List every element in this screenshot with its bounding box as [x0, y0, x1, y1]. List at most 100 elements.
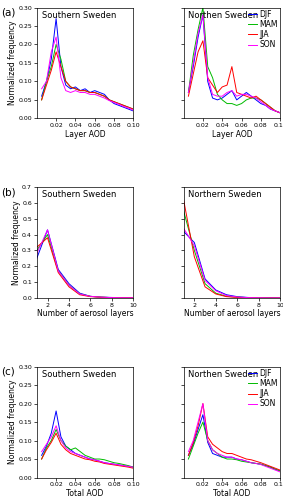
JJA — [220, 448, 224, 454]
Line: SON: SON — [188, 15, 280, 113]
JJA — [117, 100, 121, 106]
Legend: DJF, MAM, JJA, SON: DJF, MAM, JJA, SON — [247, 9, 279, 50]
MAM — [103, 457, 106, 463]
SON — [245, 92, 248, 98]
Line: DJF: DJF — [42, 18, 133, 111]
DJF — [225, 292, 228, 298]
SON — [246, 294, 250, 300]
JJA — [196, 49, 200, 55]
MAM — [274, 466, 277, 472]
JJA — [214, 291, 217, 297]
Y-axis label: Normalized frequency: Normalized frequency — [8, 380, 17, 464]
JJA — [54, 49, 58, 55]
SON — [79, 90, 82, 96]
JJA — [78, 292, 82, 298]
MAM — [67, 282, 71, 288]
DJF — [98, 90, 101, 96]
JJA — [74, 86, 77, 92]
DJF — [74, 450, 77, 456]
JJA — [83, 88, 87, 94]
DJF — [193, 240, 196, 246]
JJA — [192, 440, 195, 446]
MAM — [79, 448, 82, 454]
DJF — [46, 227, 49, 233]
JJA — [132, 106, 135, 112]
DJF — [274, 108, 277, 114]
MAM — [250, 95, 253, 101]
MAM — [193, 248, 196, 254]
JJA — [254, 458, 258, 464]
JJA — [122, 102, 125, 108]
Text: Southern Sweden: Southern Sweden — [42, 370, 116, 379]
SON — [121, 295, 124, 301]
MAM — [257, 295, 260, 301]
Line: SON: SON — [37, 230, 133, 298]
SON — [264, 102, 267, 108]
JJA — [69, 84, 72, 90]
X-axis label: Total AOD: Total AOD — [213, 488, 250, 498]
SON — [254, 460, 258, 466]
JJA — [59, 441, 63, 447]
JJA — [40, 97, 43, 103]
SON — [74, 88, 77, 94]
DJF — [59, 64, 63, 70]
MAM — [201, 419, 205, 425]
Line: MAM: MAM — [37, 234, 133, 298]
JJA — [206, 434, 209, 440]
SON — [192, 438, 195, 444]
JJA — [240, 92, 243, 98]
JJA — [269, 104, 272, 110]
DJF — [182, 228, 185, 234]
JJA — [112, 462, 116, 468]
JJA — [79, 454, 82, 460]
MAM — [69, 447, 72, 453]
JJA — [93, 90, 97, 96]
DJF — [206, 440, 209, 446]
Line: DJF: DJF — [188, 414, 280, 471]
SON — [225, 454, 229, 460]
MAM — [57, 268, 60, 274]
DJF — [54, 408, 58, 414]
JJA — [46, 234, 49, 240]
MAM — [220, 97, 224, 103]
SON — [193, 242, 196, 248]
JJA — [235, 90, 238, 96]
JJA — [127, 464, 130, 470]
Text: Northen Sweden: Northen Sweden — [188, 11, 259, 20]
MAM — [35, 248, 38, 254]
DJF — [122, 104, 125, 110]
SON — [240, 457, 243, 463]
MAM — [182, 208, 185, 214]
JJA — [35, 244, 38, 250]
DJF — [201, 12, 205, 18]
SON — [40, 86, 43, 92]
JJA — [201, 38, 205, 44]
SON — [264, 464, 267, 469]
MAM — [240, 458, 243, 464]
SON — [220, 452, 224, 458]
DJF — [83, 86, 87, 92]
DJF — [79, 452, 82, 458]
DJF — [79, 88, 82, 94]
JJA — [211, 441, 214, 447]
DJF — [264, 462, 267, 468]
JJA — [74, 452, 77, 458]
SON — [230, 454, 233, 460]
JJA — [257, 295, 260, 301]
JJA — [50, 440, 53, 446]
DJF — [78, 290, 82, 296]
SON — [83, 90, 87, 96]
Line: MAM: MAM — [42, 44, 133, 109]
DJF — [220, 454, 224, 460]
Text: Southern Sweden: Southern Sweden — [42, 190, 116, 200]
MAM — [88, 90, 92, 96]
JJA — [235, 452, 238, 458]
DJF — [245, 90, 248, 96]
DJF — [112, 461, 116, 467]
JJA — [132, 295, 135, 301]
DJF — [196, 34, 200, 40]
MAM — [206, 438, 209, 444]
MAM — [278, 110, 282, 116]
JJA — [225, 82, 229, 88]
JJA — [108, 461, 111, 467]
